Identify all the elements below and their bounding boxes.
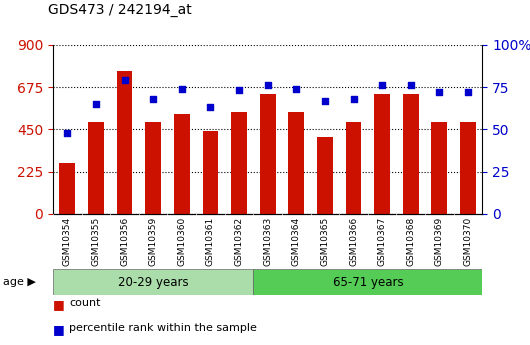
Text: GSM10365: GSM10365 xyxy=(321,217,329,266)
Point xyxy=(292,86,301,91)
Bar xyxy=(260,94,276,214)
Text: 20-29 years: 20-29 years xyxy=(118,276,189,288)
Point xyxy=(407,83,415,88)
Bar xyxy=(403,94,419,214)
Text: GSM10366: GSM10366 xyxy=(349,217,358,266)
Bar xyxy=(202,131,218,214)
Text: ■: ■ xyxy=(53,323,65,336)
Bar xyxy=(317,137,333,214)
Text: age ▶: age ▶ xyxy=(3,277,36,287)
Point xyxy=(435,89,444,95)
Text: GSM10362: GSM10362 xyxy=(235,217,243,266)
Bar xyxy=(374,94,390,214)
Bar xyxy=(145,122,161,214)
Bar xyxy=(288,112,304,214)
Text: 65-71 years: 65-71 years xyxy=(332,276,403,288)
Point xyxy=(120,78,129,83)
Text: ■: ■ xyxy=(53,298,65,312)
Bar xyxy=(53,269,253,295)
Bar xyxy=(253,269,482,295)
Bar xyxy=(346,122,361,214)
Point xyxy=(63,130,72,136)
Text: GSM10356: GSM10356 xyxy=(120,217,129,266)
Text: GSM10370: GSM10370 xyxy=(464,217,472,266)
Point xyxy=(235,88,243,93)
Text: GSM10368: GSM10368 xyxy=(407,217,415,266)
Point xyxy=(149,96,157,102)
Text: GDS473 / 242194_at: GDS473 / 242194_at xyxy=(48,3,191,17)
Text: GSM10364: GSM10364 xyxy=(292,217,301,266)
Bar xyxy=(59,163,75,214)
Bar xyxy=(460,122,476,214)
Point xyxy=(321,98,329,104)
Text: GSM10367: GSM10367 xyxy=(378,217,386,266)
Text: GSM10361: GSM10361 xyxy=(206,217,215,266)
Text: count: count xyxy=(69,298,100,308)
Point xyxy=(464,89,472,95)
Bar xyxy=(88,122,104,214)
Point xyxy=(92,101,100,107)
Point xyxy=(349,96,358,102)
Point xyxy=(178,86,186,91)
Text: GSM10363: GSM10363 xyxy=(263,217,272,266)
Text: GSM10354: GSM10354 xyxy=(63,217,72,266)
Bar xyxy=(231,112,247,214)
Text: GSM10360: GSM10360 xyxy=(178,217,186,266)
Point xyxy=(206,105,215,110)
Bar xyxy=(117,71,132,214)
Point xyxy=(263,83,272,88)
Bar xyxy=(431,122,447,214)
Text: GSM10359: GSM10359 xyxy=(149,217,157,266)
Text: percentile rank within the sample: percentile rank within the sample xyxy=(69,323,257,333)
Point xyxy=(378,83,386,88)
Bar xyxy=(174,114,190,214)
Text: GSM10369: GSM10369 xyxy=(435,217,444,266)
Text: GSM10355: GSM10355 xyxy=(92,217,100,266)
